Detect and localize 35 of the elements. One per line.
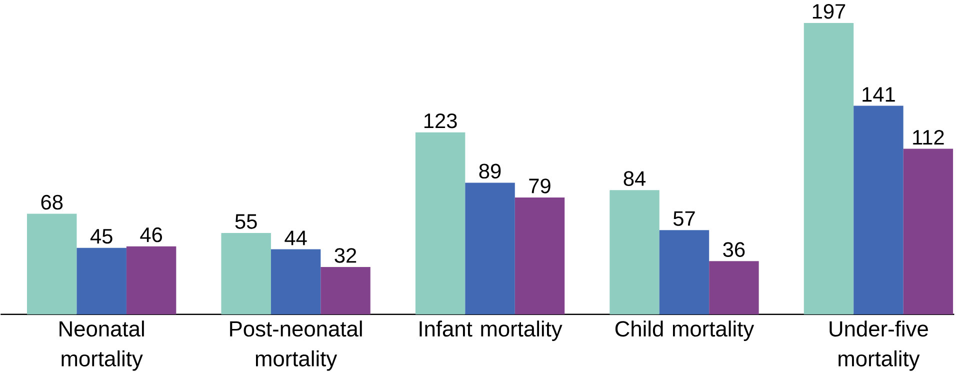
bar — [76, 248, 126, 315]
bar — [320, 267, 370, 315]
bar — [514, 198, 565, 315]
bar — [854, 106, 904, 315]
x-tick-label: Infant mortality — [420, 320, 562, 342]
data-label: 89 — [479, 164, 501, 179]
data-label: 84 — [624, 171, 646, 186]
bar — [221, 233, 271, 315]
data-label: 197 — [812, 4, 846, 19]
data-label: 55 — [235, 214, 257, 229]
x-tick-label: Child mortality — [615, 320, 754, 342]
bar — [415, 132, 466, 315]
x-tick-label: Under-five mortality — [830, 320, 928, 371]
bar — [804, 23, 854, 315]
bar — [903, 148, 954, 315]
x-tick-label: Post-neonatal mortality — [230, 320, 362, 371]
bar — [270, 249, 321, 315]
data-label: 123 — [424, 114, 457, 128]
data-label: 112 — [913, 130, 944, 145]
data-label: 46 — [140, 228, 162, 242]
data-label: 79 — [529, 178, 550, 194]
data-label: 32 — [334, 248, 356, 263]
data-label: 36 — [723, 242, 745, 258]
bar — [126, 246, 176, 315]
bar — [465, 182, 515, 315]
x-tick-label: Neonatal mortality — [60, 320, 144, 371]
data-label: 141 — [862, 87, 895, 102]
data-label: 45 — [90, 229, 112, 244]
data-label: 57 — [673, 211, 695, 226]
bar — [610, 190, 660, 315]
bar — [27, 214, 77, 315]
data-label: 68 — [41, 194, 63, 210]
data-label: 44 — [284, 230, 307, 246]
bar — [659, 230, 710, 315]
bar — [709, 261, 759, 315]
